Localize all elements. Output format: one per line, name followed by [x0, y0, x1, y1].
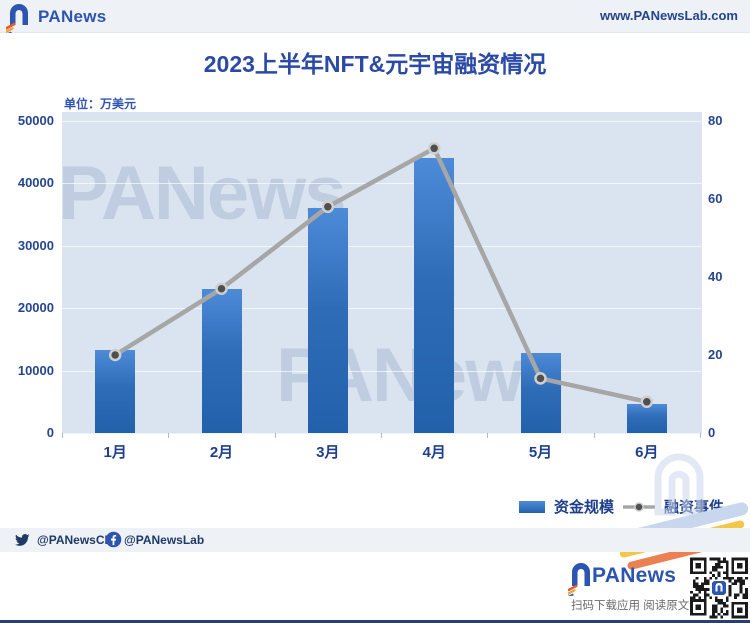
chart-title: 2023上半年NFT&元宇宙融资情况: [203, 51, 547, 77]
x-axis-label: 4月: [422, 444, 446, 461]
footer-caption: 扫码下载应用 阅读原文: [571, 600, 690, 612]
header-brand: PANews: [38, 7, 107, 26]
twitter-handle[interactable]: @PANewsCN: [37, 533, 114, 547]
x-axis-label: 2月: [209, 444, 234, 461]
x-axis-label: 6月: [635, 444, 659, 461]
plot-background: [62, 112, 702, 433]
legend-bar-label: 资金规模: [553, 499, 614, 516]
bar-6月: [626, 403, 667, 433]
x-axis-label: 3月: [316, 444, 340, 461]
bar-2月: [201, 289, 242, 433]
twitter-icon: [14, 534, 30, 546]
footer-brand: PANews: [592, 564, 677, 587]
legend-bar-swatch: [518, 500, 545, 513]
left-axis-tick: 10000: [17, 362, 54, 378]
qr-code: [690, 557, 748, 619]
right-axis-tick: 80: [708, 113, 723, 128]
facebook-icon: [105, 531, 122, 548]
chart-legend: 资金规模 融资事件: [518, 496, 724, 517]
left-axis-tick: 50000: [17, 113, 54, 128]
social-bar: @PANewsCN @PANewsLab: [0, 528, 750, 552]
header-url[interactable]: www.PANewsLab.com: [600, 8, 738, 23]
x-axis-label: 5月: [528, 444, 553, 461]
bar-4月: [414, 158, 455, 433]
right-axis-tick: 40: [708, 269, 723, 284]
right-axis-tick: 60: [708, 191, 723, 206]
top-header: PANews www.PANewsLab.com: [0, 0, 750, 33]
bar-5月: [520, 353, 561, 433]
left-axis-tick: 0: [46, 425, 54, 440]
bar-3月: [307, 208, 348, 433]
legend-line-label: 融资事件: [663, 499, 724, 516]
panews-logo-icon: [6, 4, 28, 33]
bar-1月: [95, 350, 136, 433]
x-axis-label: 1月: [103, 444, 127, 461]
right-axis-tick: 0: [708, 425, 716, 440]
left-axis-tick: 30000: [17, 237, 54, 253]
bottom-accent-strip: [0, 620, 750, 623]
legend-line-swatch: [622, 501, 655, 512]
footer-panews-logo-icon: [568, 563, 590, 596]
left-axis-tick: 40000: [17, 175, 54, 191]
right-axis-tick: 20: [708, 347, 723, 362]
unit-label: 单位：万美元: [64, 97, 137, 111]
facebook-handle[interactable]: @PANewsLab: [124, 533, 205, 547]
left-axis-tick: 20000: [17, 300, 54, 316]
